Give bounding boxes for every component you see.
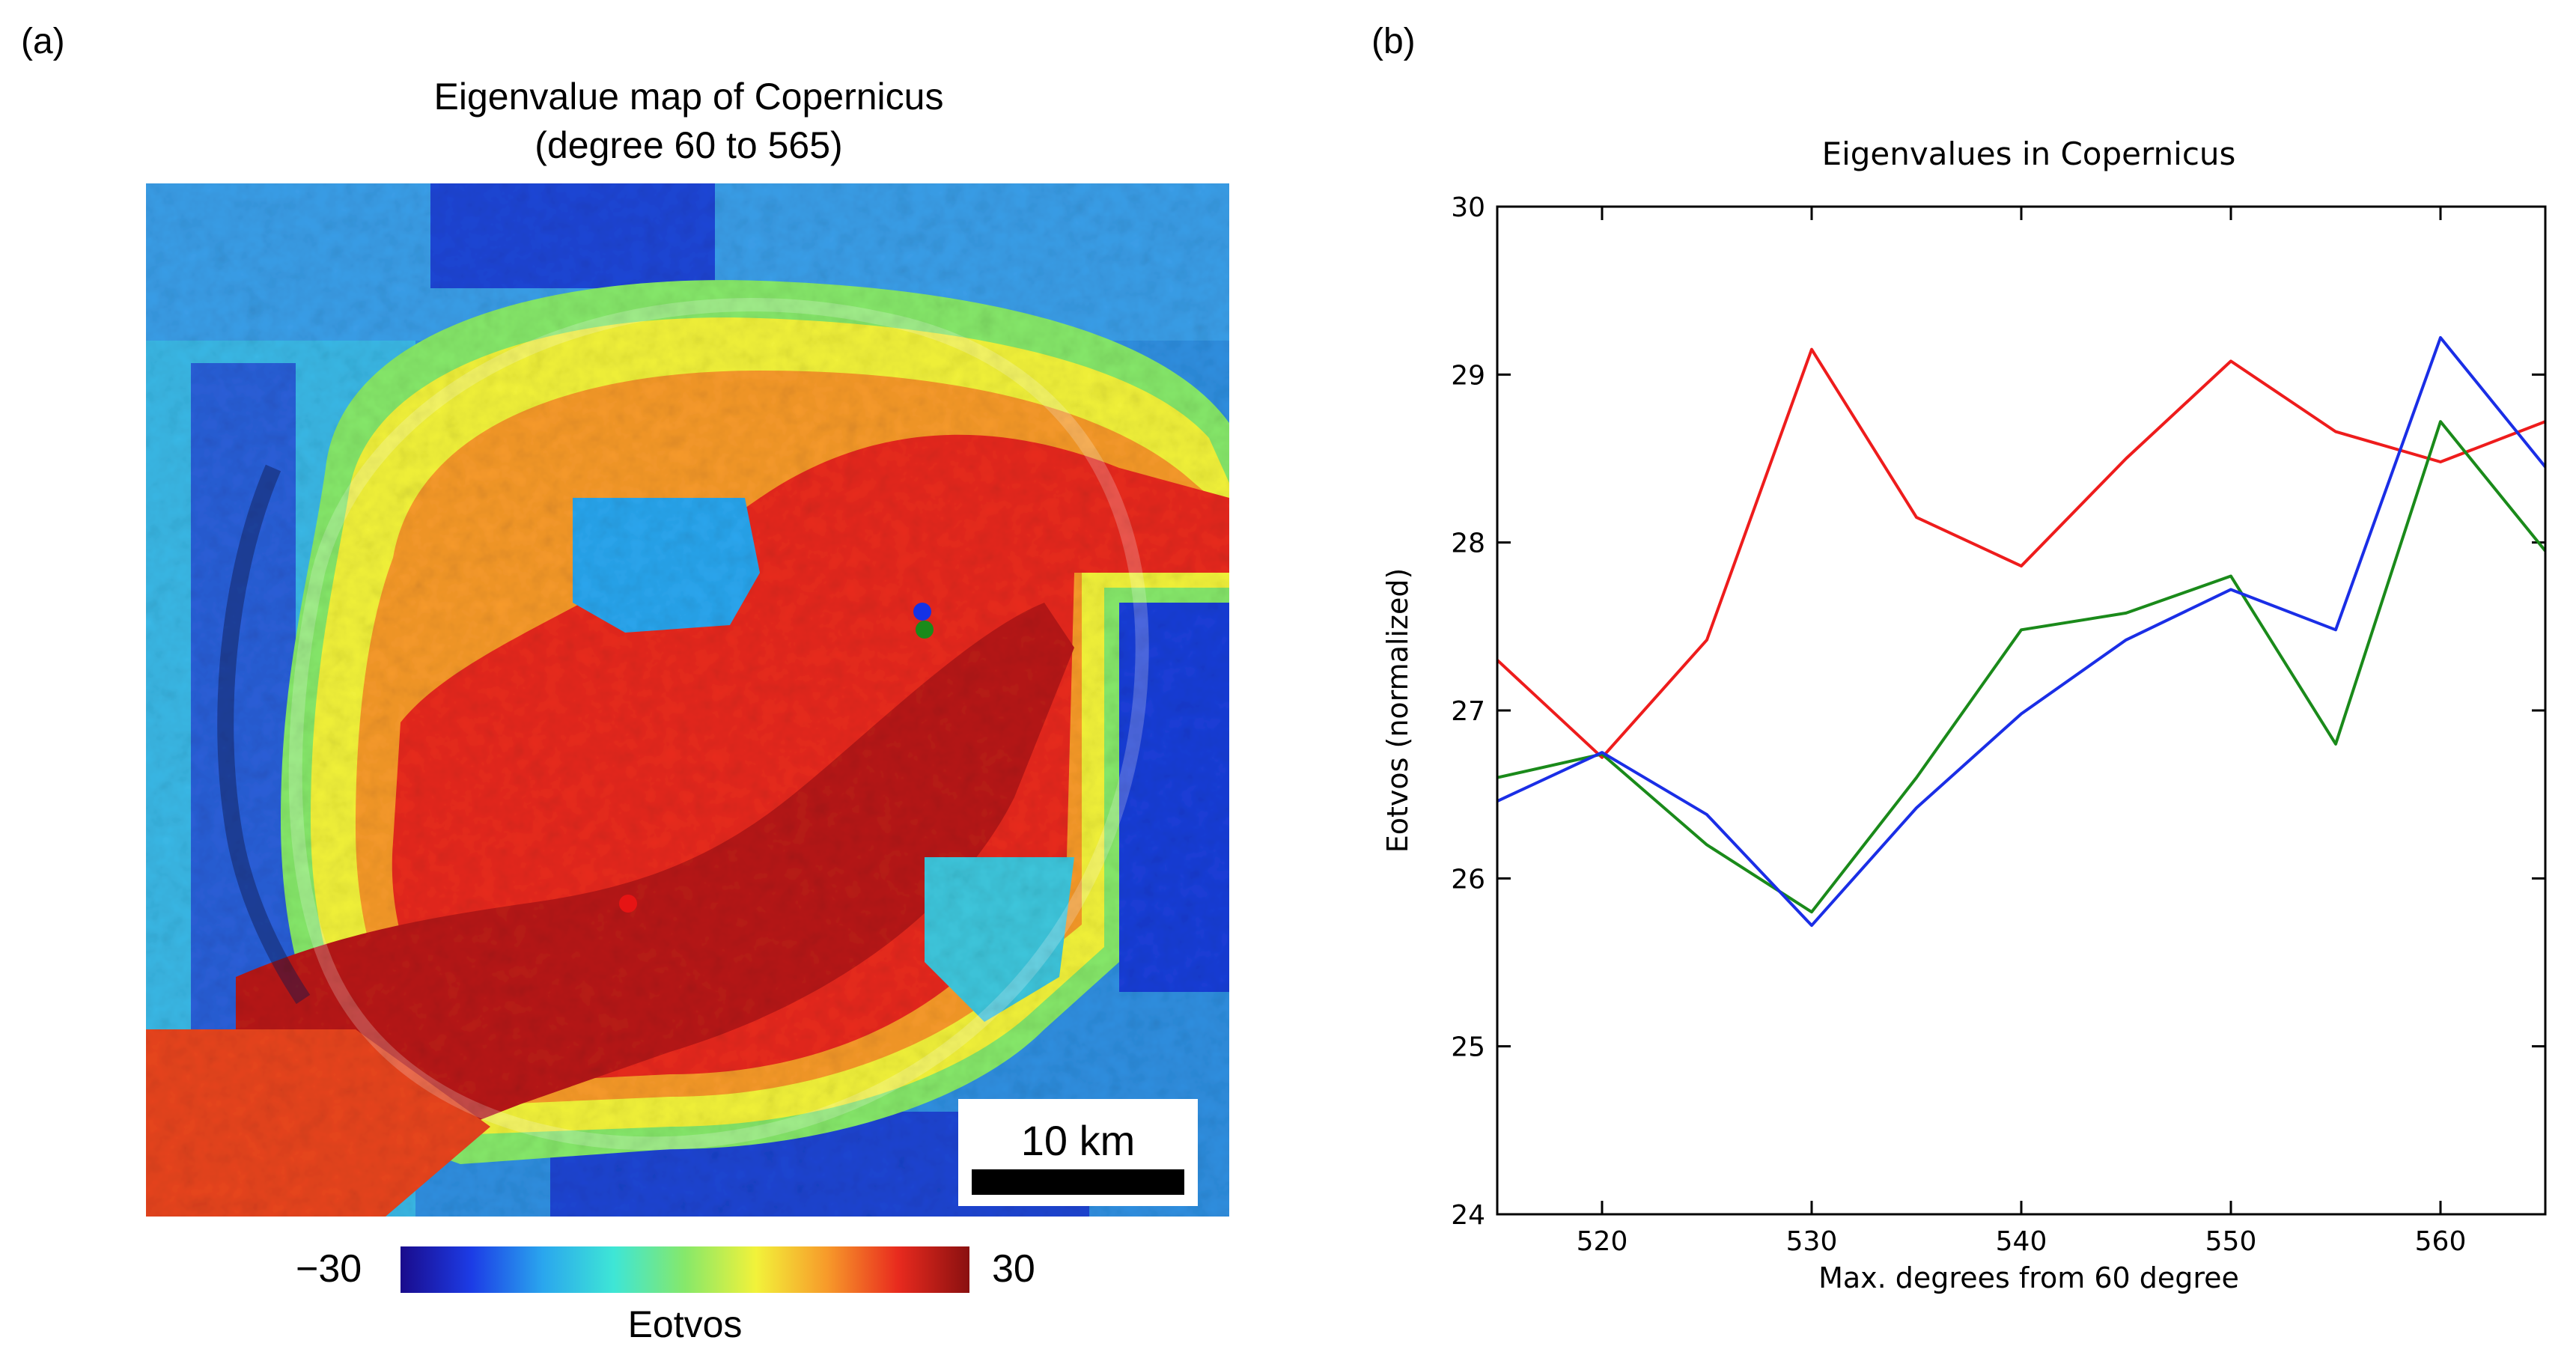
- x-tick-label: 550: [2205, 1226, 2257, 1257]
- x-tick-label: 530: [1786, 1226, 1838, 1257]
- map-blue-patch-lower-right: [925, 857, 1074, 1022]
- x-axis-label: Max. degrees from 60 degree: [1818, 1261, 2239, 1294]
- map-ridge-left: [217, 464, 311, 1005]
- map-dark-red-region: [236, 603, 1074, 1157]
- y-tick-label: 25: [1451, 1032, 1485, 1063]
- y-tick-label: 28: [1451, 529, 1485, 559]
- panel-a-label: (a): [21, 22, 65, 61]
- y-tick-label: 29: [1451, 360, 1485, 391]
- x-tick-label: 520: [1577, 1226, 1628, 1257]
- green-marker: [916, 621, 934, 639]
- y-tick-label: 27: [1451, 696, 1485, 727]
- map-title-line2: (degree 60 to 565): [535, 124, 843, 166]
- x-tick-label: 540: [1996, 1226, 2047, 1257]
- red-marker: [619, 895, 637, 913]
- map-dark-blue-top: [430, 183, 715, 288]
- x-tick-label: 560: [2415, 1226, 2467, 1257]
- map-title-line1: Eigenvalue map of Copernicus: [433, 76, 944, 118]
- map-blue-interior-patch: [573, 498, 760, 633]
- y-axis-label: Eotvos (normalized): [1381, 568, 1414, 853]
- map-dark-blue-left: [191, 363, 296, 1037]
- panel-b-label: (b): [1371, 22, 1416, 61]
- y-tick-label: 24: [1451, 1200, 1485, 1231]
- eigenvalue-line-chart: Eigenvalues in Copernicus 24 25 26 27 28 29 30…: [1381, 136, 2547, 1294]
- y-tick-label: 26: [1451, 864, 1485, 895]
- colorbar-max-label: 30: [992, 1247, 1035, 1291]
- map-red-bottom-left: [146, 1029, 490, 1217]
- y-tick-label: 30: [1451, 192, 1485, 223]
- blue-marker: [913, 603, 931, 621]
- series-line-red: [1496, 347, 2546, 759]
- series-line-blue: [1496, 335, 2547, 928]
- colorbar-min-label: −30: [296, 1247, 362, 1291]
- plot-frame: [1496, 205, 2547, 1216]
- scale-bar: [972, 1169, 1184, 1195]
- chart-title: Eigenvalues in Copernicus: [1822, 136, 2236, 172]
- colorbar-title: Eotvos: [627, 1303, 743, 1345]
- series-line-green: [1496, 420, 2547, 914]
- map-crater-rim: [288, 298, 1149, 1151]
- scale-bar-label: 10 km: [1021, 1117, 1136, 1164]
- colorbar: [401, 1246, 969, 1293]
- eigenvalue-map: 10 km: [146, 183, 1229, 1217]
